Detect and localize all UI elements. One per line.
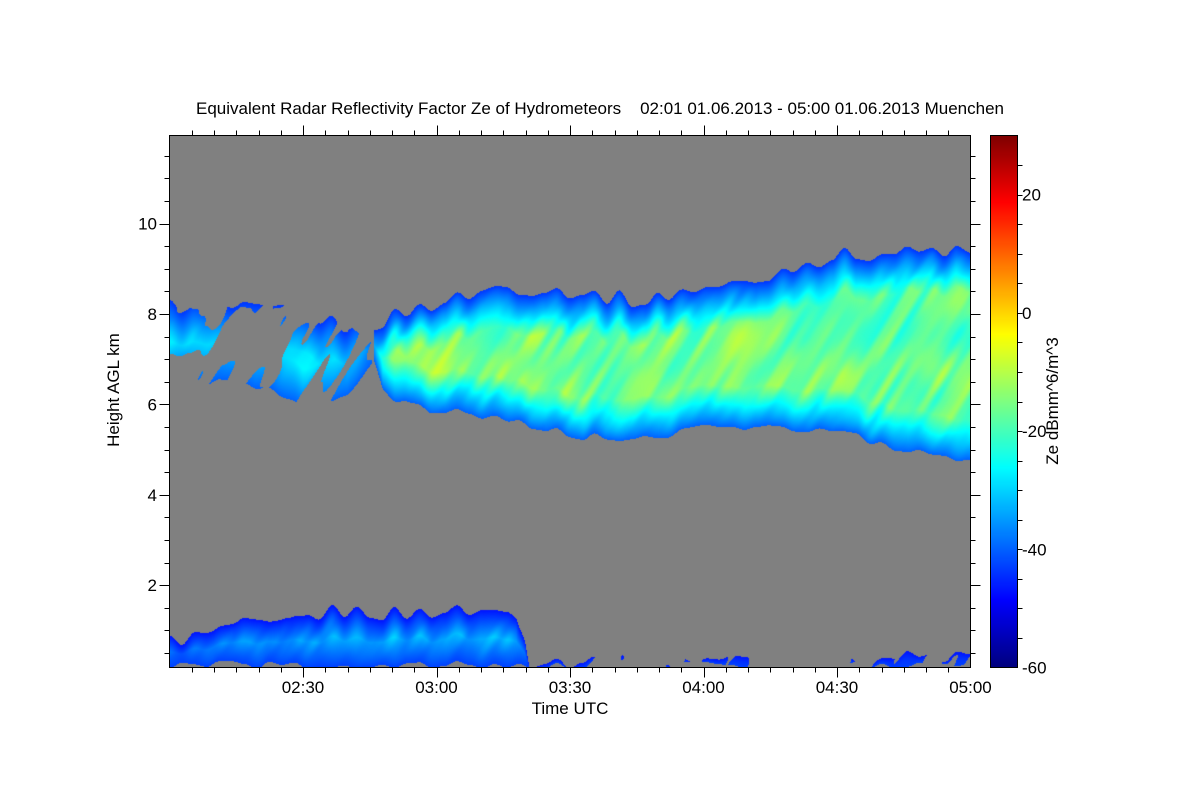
x-tick-label: 03:30 bbox=[549, 678, 592, 697]
colorbar-label: Ze dBmm^6/m^3 bbox=[1043, 337, 1062, 464]
x-axis-label: Time UTC bbox=[532, 699, 609, 718]
colorbar-tick-label: -20 bbox=[1022, 422, 1047, 441]
y-tick-label: 10 bbox=[138, 215, 157, 234]
colorbar-frame bbox=[990, 135, 1018, 668]
reflectivity-heatmap bbox=[169, 135, 970, 667]
title-location: Muenchen bbox=[924, 99, 1004, 118]
title-period: 02:01 01.06.2013 - 05:00 01.06.2013 bbox=[640, 99, 920, 118]
x-tick-label: 03:00 bbox=[415, 678, 458, 697]
y-tick-label: 2 bbox=[148, 576, 157, 595]
plot-frame bbox=[169, 135, 971, 668]
colorbar bbox=[990, 135, 1017, 667]
x-tick-label: 02:30 bbox=[282, 678, 325, 697]
x-tick-label: 04:00 bbox=[682, 678, 725, 697]
y-tick-label: 8 bbox=[148, 305, 157, 324]
tick-marks: 02:30 03:00 03:30 04:00 04:30 05:00 2 4 6 8 10 -60 -… bbox=[138, 125, 1047, 697]
x-tick-label: 05:00 bbox=[949, 678, 992, 697]
y-tick-label: 6 bbox=[148, 395, 157, 414]
x-tick-label: 04:30 bbox=[816, 678, 859, 697]
y-axis-label: Height AGL km bbox=[104, 333, 123, 447]
colorbar-tick-label: 0 bbox=[1022, 304, 1031, 323]
colorbar-tick-label: 20 bbox=[1022, 186, 1041, 205]
title-main: Equivalent Radar Reflectivity Factor Ze … bbox=[195, 99, 622, 118]
y-tick-label: 4 bbox=[148, 486, 157, 505]
colorbar-tick-label: -40 bbox=[1022, 540, 1047, 559]
chart-title: Equivalent Radar Reflectivity Factor Ze … bbox=[0, 99, 1200, 119]
colorbar-tick-label: -60 bbox=[1022, 659, 1047, 678]
